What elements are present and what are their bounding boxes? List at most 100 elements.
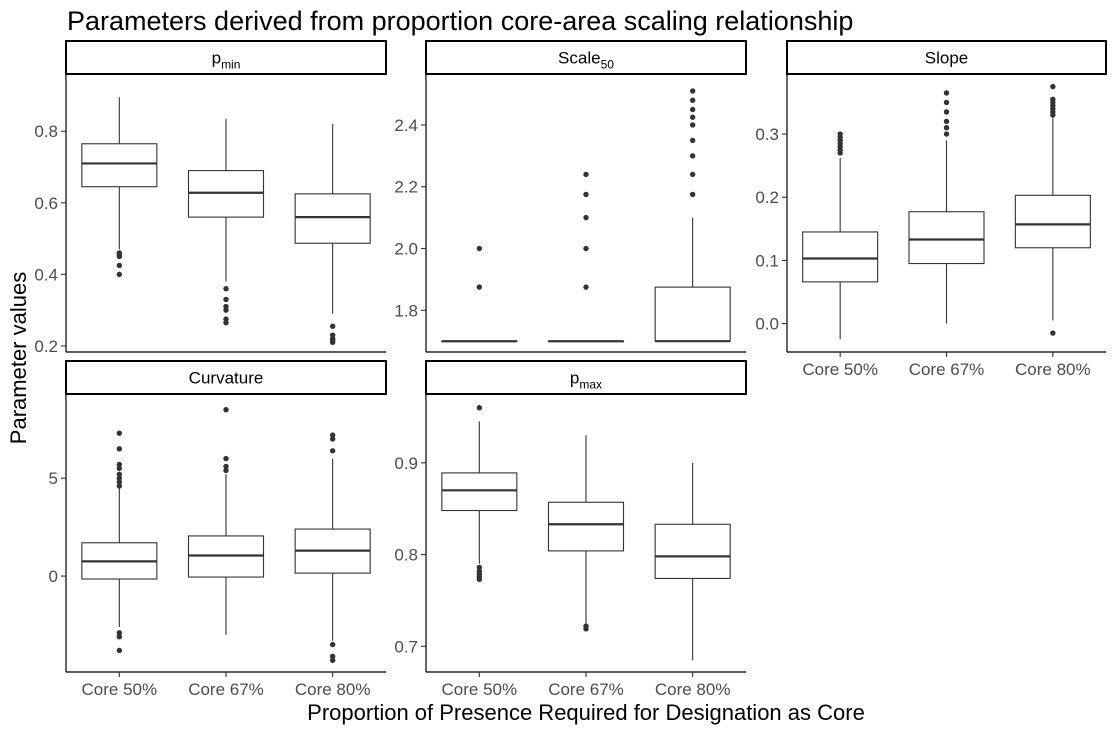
box-iqr [802, 231, 879, 283]
strip-header [786, 40, 1107, 75]
outlier-point [116, 465, 123, 472]
x-tick-label: Core 67% [548, 680, 624, 699]
y-tick-label: 0.3 [755, 125, 779, 144]
strip-label-subscript: min [221, 58, 240, 72]
outlier-point [689, 137, 696, 144]
outlier-point [329, 323, 336, 329]
outlier-point [329, 436, 336, 442]
box-iqr [441, 472, 518, 512]
x-tick-label: Core 80% [655, 680, 731, 699]
outlier-point [116, 430, 123, 436]
box-iqr [1014, 194, 1091, 249]
y-tick-label: 0.6 [34, 194, 58, 213]
x-tick-label: Core 50% [802, 360, 878, 379]
box-iqr [654, 523, 731, 579]
box-3 [294, 432, 371, 663]
outlier-point [476, 576, 483, 583]
outlier-point [1050, 96, 1056, 102]
outlier-point [329, 432, 336, 438]
outlier-point [223, 463, 229, 470]
y-tick-label: 0.8 [394, 546, 418, 565]
outlier-point [116, 262, 123, 269]
strip-label-main: Slope [925, 49, 968, 68]
outlier-point [689, 114, 696, 120]
panel-slope: Slope 0.0 0.1 0.2 0.3 Core 50% Core 67% Core 80… [755, 40, 1107, 379]
box-iqr [81, 143, 158, 188]
strip-label-main: Curvature [189, 369, 264, 388]
panels: pmin0.20.40.60.8Scale501.82.02.22.4Slope… [34, 40, 1107, 699]
panel-curvature: Curvature 0 5 Core 50% Core 67% Core 80% [49, 360, 387, 699]
y-axis-title: Parameter values [6, 272, 31, 444]
outlier-point [116, 634, 123, 640]
strip-label: pmax [570, 369, 602, 392]
outlier-point [689, 171, 696, 178]
outlier-point [583, 284, 589, 290]
outlier-point [116, 483, 123, 489]
outlier-point [223, 406, 229, 413]
box-iqr [294, 193, 371, 244]
outlier-point [689, 191, 696, 198]
outlier-point [116, 471, 123, 477]
outlier-point [1050, 83, 1056, 90]
strip-label: Scale50 [558, 49, 614, 72]
panel-p-max: pmax 0.7 0.8 0.9 Core 50% Core 67% Core 80% [394, 360, 747, 699]
box-2 [908, 90, 985, 324]
outlier-point [116, 630, 123, 636]
outlier-point [116, 446, 123, 452]
x-axis-title: Proportion of Presence Required for Desi… [307, 700, 865, 725]
box-2 [187, 118, 265, 326]
outlier-point [329, 653, 336, 660]
strip-header [65, 40, 387, 75]
box-2 [187, 406, 265, 635]
y-tick-label: 0.4 [34, 265, 58, 284]
outlier-point [583, 191, 589, 198]
panel-p-min: pmin 0.2 0.4 0.6 0.8 [34, 40, 387, 356]
strip-label-main: p [570, 369, 579, 388]
box-1 [441, 245, 518, 343]
outlier-point [943, 125, 950, 131]
outlier-point [329, 641, 336, 648]
outlier-point [116, 479, 123, 485]
strip-label: Curvature [189, 369, 264, 388]
panel-scale-50: Scale50 1.8 2.0 2.2 2.4 [394, 40, 747, 353]
y-tick-label: 0.8 [34, 122, 58, 141]
outlier-point [583, 626, 589, 632]
y-tick-label: 0.0 [755, 315, 779, 334]
box-3 [654, 462, 731, 661]
x-tick-label: Core 67% [909, 360, 985, 379]
outlier-point [943, 131, 950, 137]
x-tick-label: Core 80% [295, 680, 371, 699]
outlier-point [223, 296, 229, 303]
box-3 [654, 88, 731, 343]
y-tick-label: 0 [49, 567, 58, 586]
y-tick-label: 5 [49, 469, 58, 488]
outlier-point [329, 339, 336, 346]
y-tick-label: 0.2 [34, 337, 58, 356]
strip-label-subscript: max [579, 378, 602, 392]
chart-title: Parameters derived from proportion core-… [67, 6, 853, 36]
box-1 [81, 430, 158, 654]
outlier-point [689, 97, 696, 103]
outlier-point [689, 106, 696, 113]
box-1 [441, 405, 518, 583]
box-2 [547, 435, 625, 632]
outlier-point [223, 467, 229, 474]
box-iqr [547, 501, 625, 552]
outlier-point [329, 657, 336, 663]
box-3 [294, 124, 371, 346]
outlier-point [223, 319, 229, 326]
outlier-point [116, 647, 123, 654]
box-1 [81, 97, 158, 278]
outlier-point [116, 253, 123, 260]
strip-label-main: Scale [558, 49, 601, 68]
outlier-point [583, 171, 589, 178]
box-2 [547, 171, 625, 343]
outlier-point [476, 245, 483, 252]
y-tick-label: 0.2 [755, 188, 779, 207]
outlier-point [116, 475, 123, 481]
strip-label: Slope [925, 49, 968, 68]
outlier-point [943, 90, 950, 96]
outlier-point [223, 307, 229, 313]
y-tick-label: 1.8 [394, 301, 418, 320]
